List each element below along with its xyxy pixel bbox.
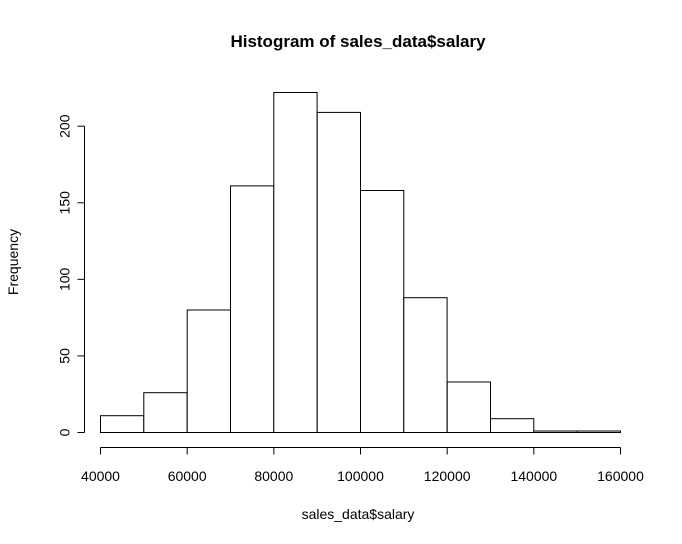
x-tick-label-5: 140000	[510, 468, 557, 484]
histogram-bar-8	[446, 381, 492, 433]
histogram-bar-11	[576, 430, 622, 433]
y-tick-label-3: 150	[57, 191, 73, 215]
x-tick-label-2: 80000	[254, 468, 293, 484]
bars-group	[100, 92, 622, 434]
histogram-bar-1	[143, 392, 188, 434]
y-tick-label-1: 50	[57, 348, 73, 364]
y-axis: 0 50 100 150 200	[57, 114, 85, 436]
x-tick-label-0: 40000	[81, 468, 120, 484]
histogram-bar-9	[490, 418, 535, 434]
histogram-bar-6	[360, 190, 405, 433]
y-tick-label-4: 200	[57, 114, 73, 138]
histogram-bar-3	[230, 185, 275, 433]
chart-title: Histogram of sales_data$salary	[230, 32, 486, 51]
histogram-bar-0	[100, 415, 145, 434]
y-axis-label: Frequency	[5, 229, 21, 295]
y-tick-label-0: 0	[57, 428, 73, 436]
histogram-bar-2	[186, 309, 231, 433]
x-axis: 40000 60000 80000 100000 120000 140000 160000	[81, 447, 644, 484]
histogram-bar-5	[316, 111, 362, 434]
y-tick-label-2: 100	[57, 267, 73, 291]
histogram-bar-10	[533, 430, 578, 433]
histogram-bar-4	[273, 92, 318, 433]
x-tick-label-4: 120000	[424, 468, 471, 484]
x-axis-label: sales_data$salary	[302, 506, 415, 522]
histogram-bar-7	[403, 297, 448, 434]
x-tick-label-6: 160000	[597, 468, 644, 484]
x-tick-label-3: 100000	[337, 468, 384, 484]
x-tick-label-1: 60000	[168, 468, 207, 484]
